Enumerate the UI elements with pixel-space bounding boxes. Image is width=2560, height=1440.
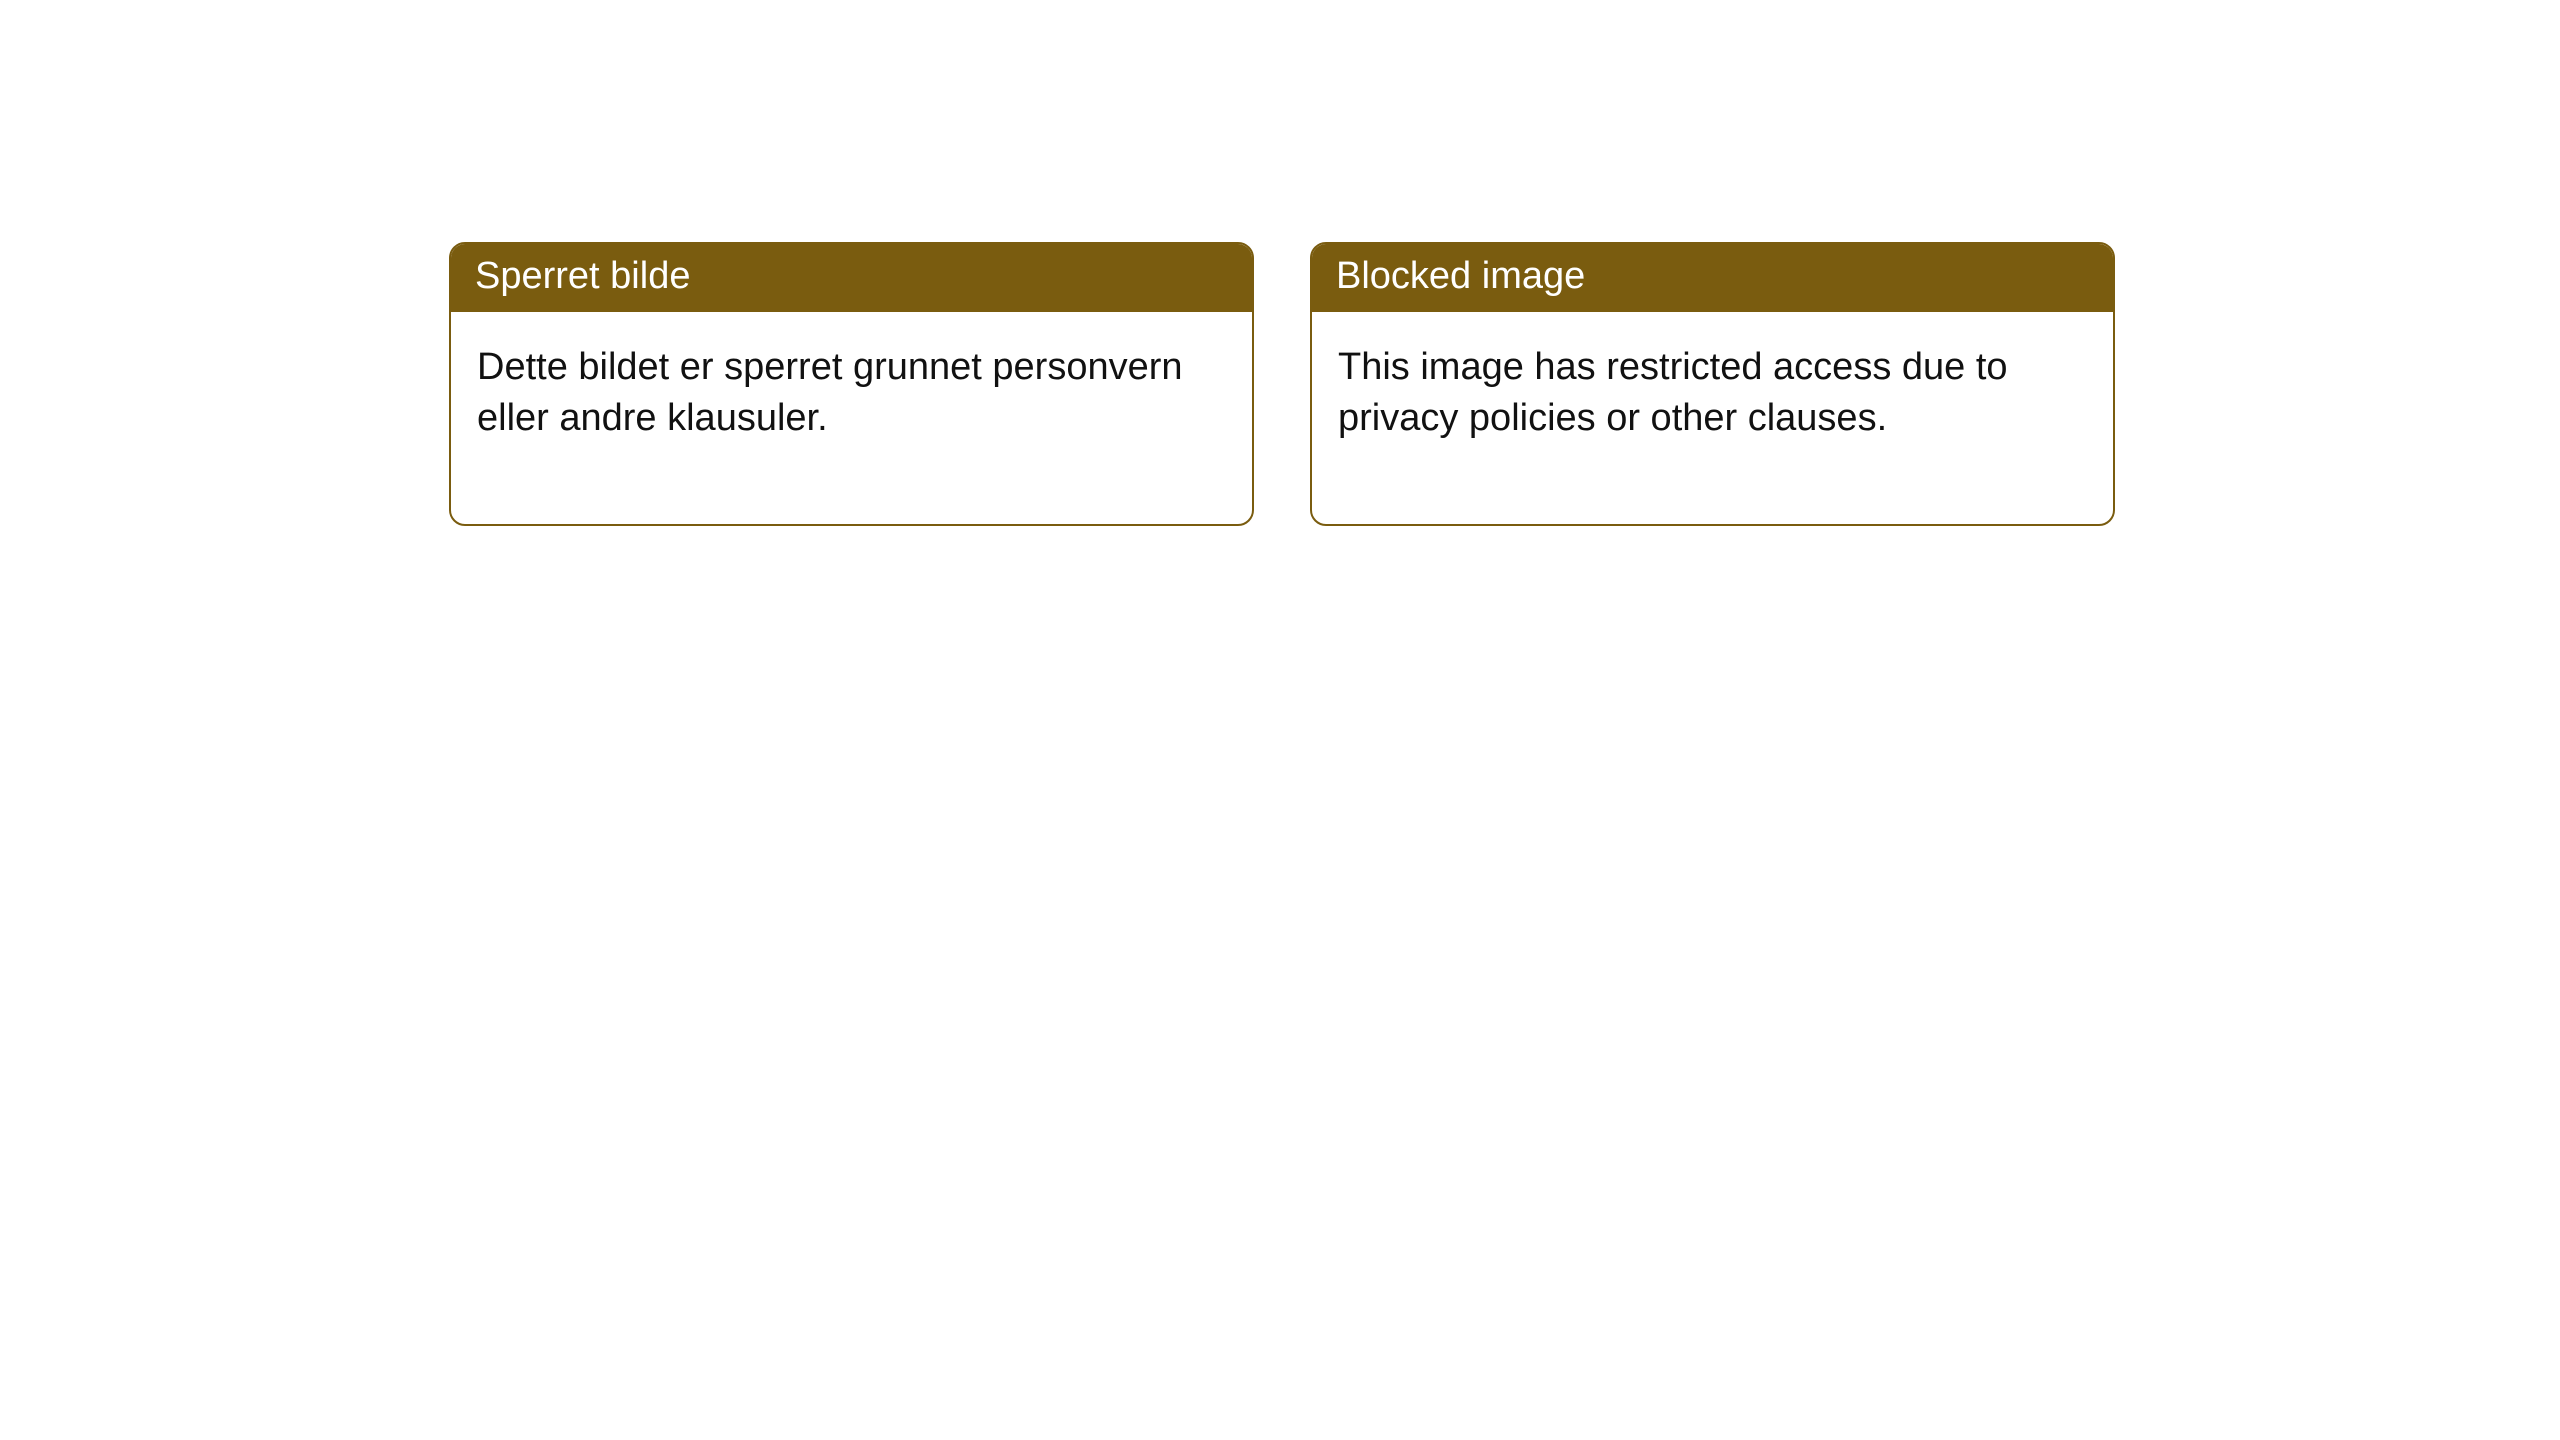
card-body-en: This image has restricted access due to … (1312, 312, 2113, 525)
blocked-image-card-en: Blocked image This image has restricted … (1310, 242, 2115, 526)
card-header-nb: Sperret bilde (451, 244, 1252, 312)
card-body-nb: Dette bildet er sperret grunnet personve… (451, 312, 1252, 525)
notice-container: Sperret bilde Dette bildet er sperret gr… (0, 0, 2560, 526)
blocked-image-card-nb: Sperret bilde Dette bildet er sperret gr… (449, 242, 1254, 526)
card-header-en: Blocked image (1312, 244, 2113, 312)
